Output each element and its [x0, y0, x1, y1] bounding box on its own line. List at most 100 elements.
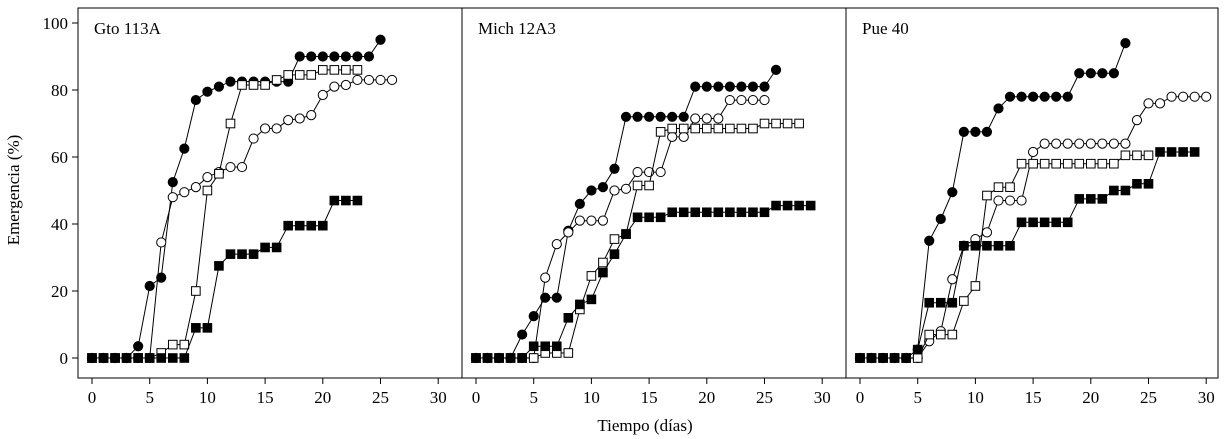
data-point	[156, 272, 167, 283]
data-point	[563, 313, 574, 323]
series-line	[92, 200, 358, 359]
data-point	[970, 281, 981, 291]
data-point	[341, 65, 351, 75]
data-point	[901, 353, 911, 363]
data-point	[947, 274, 958, 285]
data-point	[678, 123, 689, 134]
data-point	[736, 81, 747, 92]
data-point	[363, 74, 375, 86]
x-tick-label: 10	[583, 388, 600, 407]
data-point	[551, 292, 562, 303]
data-point	[1143, 98, 1154, 109]
data-point	[1120, 38, 1131, 49]
data-point	[329, 195, 340, 206]
y-tick-label: 20	[51, 282, 68, 301]
data-point	[1178, 91, 1189, 102]
x-axis-label: Tiempo (días)	[597, 416, 692, 435]
data-point	[1062, 138, 1073, 149]
data-point	[237, 249, 247, 259]
data-point	[1120, 150, 1131, 161]
x-tick-label: 15	[1025, 388, 1042, 407]
data-point	[329, 65, 340, 75]
data-point	[620, 183, 632, 194]
data-point	[747, 81, 759, 92]
data-point	[1051, 91, 1062, 102]
data-point	[1109, 158, 1119, 169]
data-point	[690, 123, 701, 134]
x-tick-label: 15	[257, 388, 274, 407]
data-point	[1039, 91, 1050, 102]
data-point	[225, 249, 236, 259]
data-point	[528, 341, 539, 352]
series-line	[92, 69, 358, 359]
data-point	[667, 131, 678, 142]
data-point	[667, 207, 677, 218]
data-point	[1097, 138, 1108, 149]
data-point	[260, 80, 270, 90]
data-point	[1005, 240, 1015, 251]
data-point	[167, 177, 178, 188]
data-point	[505, 353, 516, 363]
data-point	[878, 353, 888, 363]
x-tick-label: 5	[529, 388, 538, 407]
data-point	[1132, 150, 1142, 161]
series-circle-open	[86, 74, 398, 364]
data-point	[982, 240, 992, 251]
data-point	[98, 353, 109, 363]
data-point	[528, 353, 539, 363]
data-point	[317, 51, 328, 62]
data-point	[563, 348, 574, 358]
data-point	[121, 353, 132, 363]
data-point	[958, 126, 969, 137]
data-point	[1086, 158, 1096, 169]
data-point	[609, 234, 620, 244]
data-point	[586, 271, 597, 281]
data-point	[586, 185, 597, 196]
data-point	[517, 329, 528, 340]
data-point	[713, 207, 724, 218]
data-point	[598, 257, 608, 268]
data-point	[133, 341, 144, 352]
data-point	[1028, 217, 1038, 228]
data-point	[1051, 138, 1062, 149]
data-point	[294, 51, 305, 62]
data-point	[620, 111, 632, 122]
data-point	[644, 180, 654, 191]
data-point	[1154, 98, 1166, 109]
data-point	[981, 126, 993, 137]
data-point	[179, 143, 190, 154]
data-point	[283, 220, 293, 231]
data-point	[970, 126, 981, 137]
data-point	[993, 240, 1004, 251]
data-point	[340, 51, 351, 62]
data-point	[794, 118, 804, 129]
data-point	[1051, 158, 1061, 169]
data-point	[644, 212, 654, 223]
data-point	[352, 51, 363, 62]
data-point	[1074, 158, 1085, 169]
data-point	[1109, 185, 1119, 196]
series-line	[860, 42, 1126, 359]
data-point	[1108, 68, 1119, 79]
data-point	[317, 89, 328, 101]
series-line	[860, 154, 1149, 359]
series-square-filled	[471, 200, 816, 363]
data-point	[352, 65, 363, 75]
data-point	[1016, 195, 1027, 206]
data-point	[1039, 158, 1050, 169]
data-point	[924, 329, 935, 340]
data-point	[667, 111, 678, 122]
x-tick-label: 20	[698, 388, 715, 407]
data-point	[1120, 185, 1131, 196]
series-square-open	[855, 150, 1154, 363]
data-point	[191, 286, 201, 296]
data-point	[770, 64, 782, 76]
data-point	[982, 190, 992, 201]
data-point	[935, 297, 946, 308]
data-point	[866, 353, 877, 363]
data-point	[202, 86, 213, 97]
data-point	[1201, 91, 1212, 102]
data-point	[306, 51, 317, 62]
data-point	[167, 192, 178, 203]
data-point	[190, 94, 201, 106]
